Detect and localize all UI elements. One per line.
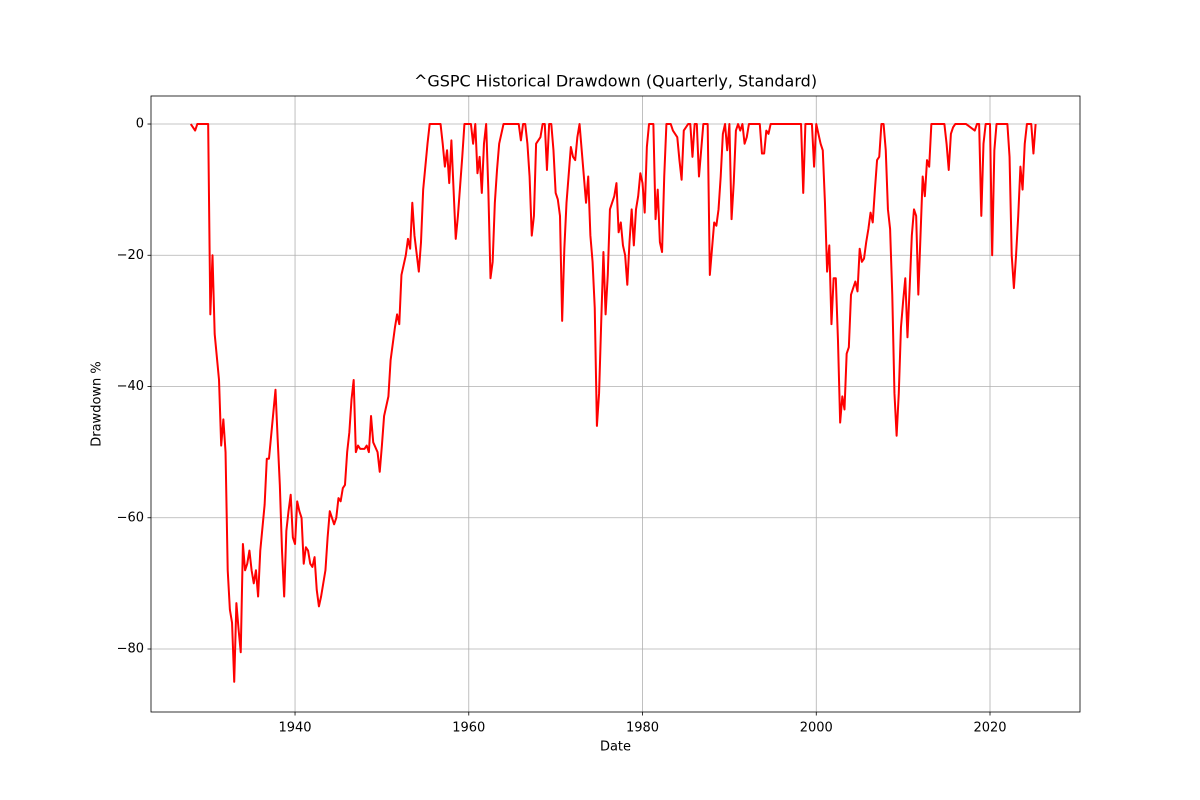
- x-axis-label: Date: [600, 740, 631, 755]
- x-tick-label: 2000: [800, 721, 833, 736]
- drawdown-line: [189, 123, 1037, 683]
- x-tick-label: 2020: [973, 721, 1006, 736]
- y-tick-label: −20: [117, 248, 144, 263]
- x-tick-label: 1940: [278, 721, 311, 736]
- y-tick-label: −40: [117, 379, 144, 394]
- x-tick-label: 1960: [452, 721, 485, 736]
- y-tick-label: −60: [117, 510, 144, 525]
- plot-frame: [150, 95, 1081, 713]
- y-axis-label: Drawdown %: [90, 361, 105, 447]
- y-tick-label: 0: [136, 117, 144, 132]
- x-tick-label: 1980: [626, 721, 659, 736]
- chart-title: ^GSPC Historical Drawdown (Quarterly, St…: [414, 72, 817, 91]
- y-tick-label: −80: [117, 642, 144, 657]
